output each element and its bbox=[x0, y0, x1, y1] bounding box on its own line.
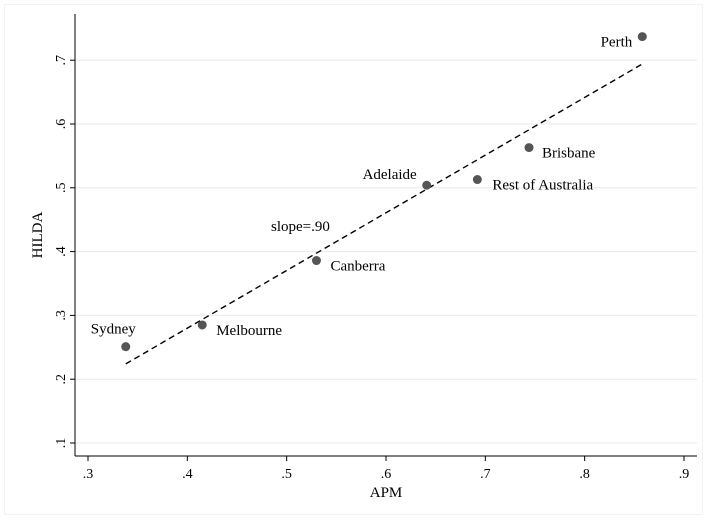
fit-line bbox=[125, 63, 643, 365]
data-points bbox=[121, 32, 647, 352]
x-tick-label-6: .9 bbox=[679, 467, 690, 482]
point-label-brisbane: Brisbane bbox=[542, 146, 596, 162]
point-label-sydney: Sydney bbox=[91, 322, 136, 338]
data-point-perth bbox=[637, 32, 647, 42]
data-point-canberra bbox=[311, 256, 321, 266]
y-tick-label-1: .2 bbox=[54, 374, 69, 385]
y-ticks: .1 .2 .3 .4 .5 .6 .7 bbox=[54, 55, 75, 448]
x-tick-label-0: .3 bbox=[83, 467, 94, 482]
chart-frame bbox=[4, 4, 703, 515]
data-point-sydney bbox=[121, 342, 131, 352]
data-point-rest-of-australia bbox=[472, 175, 482, 185]
data-point-adelaide bbox=[422, 180, 432, 190]
point-label-adelaide: Adelaide bbox=[363, 167, 417, 183]
y-tick-label-6: .7 bbox=[54, 55, 69, 65]
y-tick-label-4: .5 bbox=[54, 183, 69, 194]
gridlines bbox=[75, 59, 697, 444]
x-tick-label-2: .5 bbox=[281, 467, 292, 482]
point-label-canberra: Canberra bbox=[330, 259, 385, 275]
x-tick-label-5: .8 bbox=[579, 467, 590, 482]
point-label-rest-of-australia: Rest of Australia bbox=[492, 178, 593, 194]
x-tick-label-1: .4 bbox=[182, 467, 193, 482]
x-tick-label-4: .7 bbox=[480, 467, 491, 482]
x-tick-label-3: .6 bbox=[381, 467, 392, 482]
x-axis-title: APM bbox=[370, 485, 403, 501]
point-label-melbourne: Melbourne bbox=[216, 323, 282, 339]
point-label-perth: Perth bbox=[601, 35, 633, 51]
y-axis-title: HILDA bbox=[30, 212, 46, 259]
data-point-melbourne bbox=[197, 320, 207, 330]
slope-annotation: slope=.90 bbox=[271, 219, 330, 235]
y-tick-label-0: .1 bbox=[54, 438, 69, 449]
y-tick-label-5: .6 bbox=[54, 119, 69, 130]
axes bbox=[74, 14, 697, 457]
y-tick-label-2: .3 bbox=[54, 310, 69, 321]
point-labels: Sydney Melbourne Canberra Adelaide Rest of A… bbox=[91, 35, 633, 339]
y-tick-label-3: .4 bbox=[54, 246, 69, 257]
x-ticks: .3 .4 .5 .6 .7 .8 .9 bbox=[83, 456, 689, 482]
data-point-brisbane bbox=[524, 143, 534, 153]
